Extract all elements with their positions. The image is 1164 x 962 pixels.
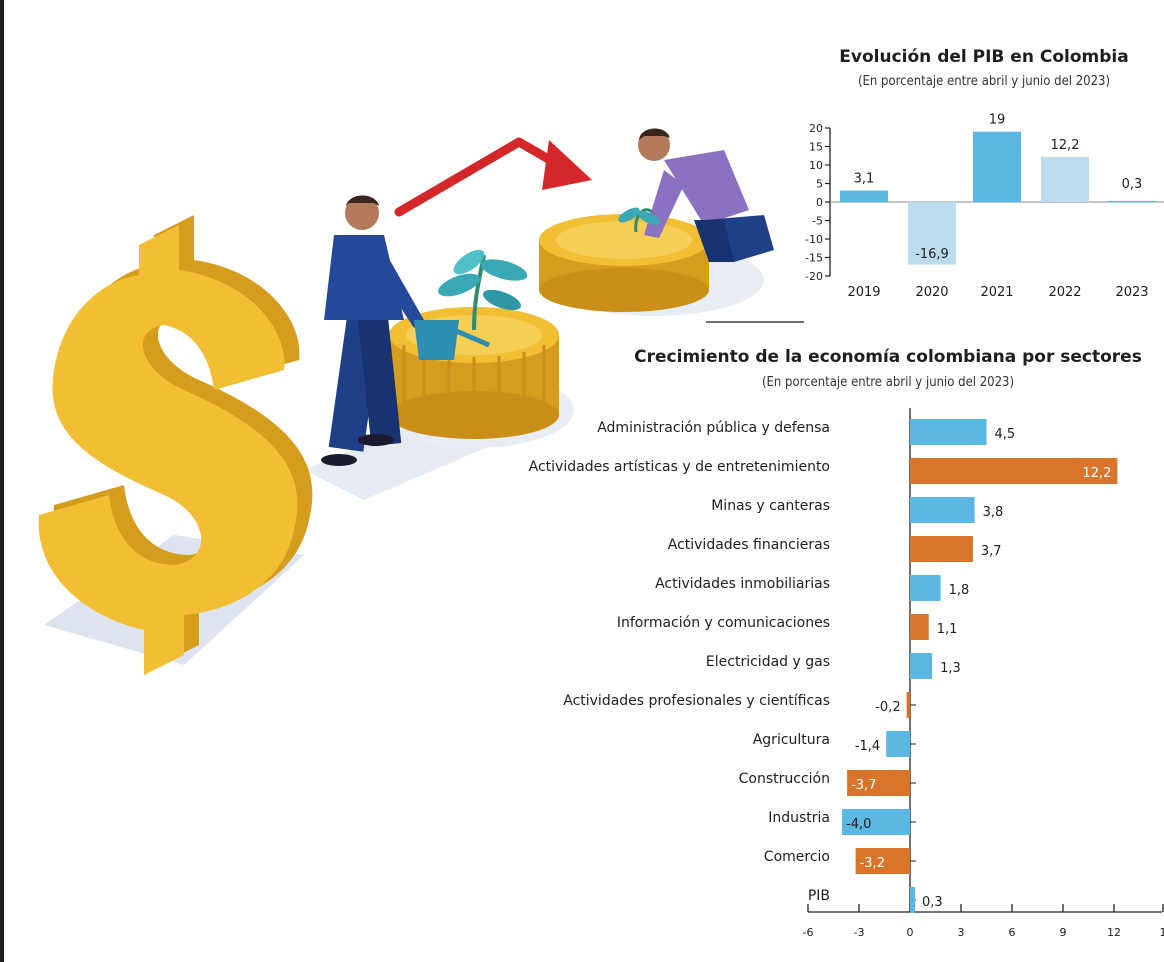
bar-2020: [908, 202, 956, 265]
x-tick-label: 2020: [915, 285, 948, 300]
coin-stack-icon: [539, 214, 709, 312]
data-label: 12,2: [1051, 138, 1080, 153]
data-label: 1,3: [940, 661, 961, 676]
category-label: Actividades inmobiliarias: [655, 576, 830, 592]
bar-Información y comunicaciones: [910, 614, 929, 640]
bar-Administración pública y defensa: [910, 419, 987, 445]
bar-Industria: [842, 809, 910, 835]
data-label: -1,4: [855, 739, 880, 754]
data-label: -4,0: [846, 817, 871, 832]
bar-Comercio: [855, 848, 910, 874]
bar-Minas y canteras: [910, 497, 975, 523]
category-label: Construcción: [739, 771, 830, 787]
x-tick-label: 2022: [1048, 285, 1081, 300]
plant-icon: [438, 249, 528, 331]
chart-title: Crecimiento de la economía colombiana po…: [634, 347, 1142, 367]
x-tick-label: 0: [907, 926, 914, 939]
chart-subtitle: (En porcentaje entre abril y junio del 2…: [762, 375, 1014, 390]
bar-Actividades artísticas y de entretenimiento: [910, 458, 1118, 484]
chart-title: Evolución del PIB en Colombia: [839, 47, 1128, 67]
data-label: 4,5: [995, 427, 1016, 442]
category-label: Actividades artísticas y de entretenimie…: [529, 459, 830, 475]
bar-Actividades financieras: [910, 536, 973, 562]
category-label: Comercio: [764, 849, 830, 865]
data-label: 12,2: [1082, 466, 1111, 481]
x-tick-label: 1: [1160, 926, 1164, 939]
category-label: Agricultura: [753, 732, 830, 748]
y-tick-label: -15: [805, 252, 823, 265]
x-tick-label: 9: [1060, 926, 1067, 939]
bar-Electricidad y gas: [910, 653, 933, 679]
bar-Agricultura: [886, 731, 910, 757]
x-tick-label: 2023: [1115, 285, 1148, 300]
data-label: -3,2: [860, 856, 885, 871]
x-tick-label: 3: [958, 926, 965, 939]
x-tick-label: -6: [803, 926, 814, 939]
category-label: Administración pública y defensa: [597, 420, 830, 436]
bar-2021: [973, 131, 1021, 202]
category-label: Electricidad y gas: [706, 654, 830, 670]
sector-growth-chart: Crecimiento de la economía colombiana po…: [529, 347, 1164, 939]
data-label: 0,3: [922, 895, 943, 910]
y-tick-label: 10: [809, 159, 823, 172]
data-label: 3,1: [854, 172, 875, 187]
bar-Actividades inmobiliarias: [910, 575, 941, 601]
category-label: Industria: [768, 810, 830, 826]
y-tick-label: -10: [805, 233, 823, 246]
x-tick-label: 12: [1107, 926, 1121, 939]
x-tick-label: 6: [1009, 926, 1016, 939]
bar-2023: [1108, 200, 1156, 203]
bar-Actividades profesionales y científicas: [906, 692, 910, 718]
businessman-watering-plant: [321, 195, 490, 466]
category-label: Actividades financieras: [668, 537, 830, 553]
category-label: Actividades profesionales y científicas: [563, 693, 830, 709]
bar-PIB: [910, 887, 916, 913]
bar-2022: [1041, 156, 1089, 202]
chart-subtitle: (En porcentaje entre abril y junio del 2…: [858, 74, 1110, 89]
data-label: -0,2: [875, 700, 900, 715]
bar-Construcción: [847, 770, 910, 796]
gdp-evolution-chart: Evolución del PIB en Colombia (En porcen…: [805, 47, 1164, 300]
x-tick-label: 2019: [847, 285, 880, 300]
dollar-sign-icon: [38, 215, 313, 675]
category-label: Minas y canteras: [711, 498, 830, 514]
y-tick-label: 0: [816, 196, 823, 209]
coin-stack-icon: [389, 307, 559, 439]
man-planting-seedling: [618, 128, 774, 262]
x-tick-label: -3: [854, 926, 865, 939]
data-label: -3,7: [851, 778, 876, 793]
x-tick-label: 2021: [980, 285, 1013, 300]
y-tick-label: -20: [805, 270, 823, 283]
y-tick-label: 15: [809, 141, 823, 154]
data-label: 1,1: [937, 622, 958, 637]
infographic-canvas: Evolución del PIB en Colombia (En porcen…: [4, 0, 1164, 962]
data-label: 1,8: [949, 583, 970, 598]
data-label: 3,7: [981, 544, 1002, 559]
category-label: PIB: [808, 888, 830, 904]
growth-arrow-icon: [394, 137, 592, 217]
data-label: 19: [989, 113, 1006, 128]
y-tick-label: 5: [816, 178, 823, 191]
category-label: Información y comunicaciones: [617, 615, 830, 631]
y-tick-label: 20: [809, 122, 823, 135]
data-label: 0,3: [1122, 177, 1143, 192]
economy-illustration: [38, 128, 804, 675]
data-label: -16,9: [915, 247, 949, 262]
data-label: 3,8: [983, 505, 1004, 520]
bar-2019: [840, 190, 888, 202]
y-tick-label: -5: [812, 215, 823, 228]
